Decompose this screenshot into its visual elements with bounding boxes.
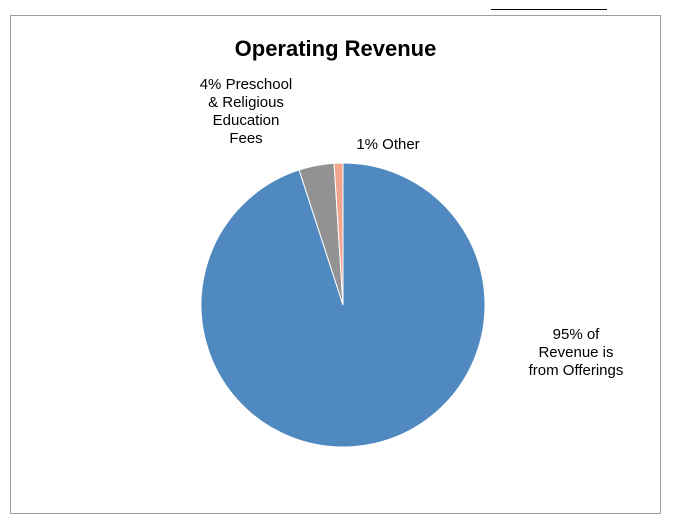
pie-slice-other [333,162,344,306]
top-rule-line [491,9,607,10]
chart-frame: Operating Revenue 4% Preschool & Religio… [10,15,661,514]
pie-chart [200,162,486,448]
data-label-preschool: 4% Preschool & Religious Education Fees [199,76,293,147]
data-label-other: 1% Other [356,136,420,153]
data-label-offerings: 95% of Revenue is from Offerings [528,326,624,379]
chart-title: Operating Revenue [234,36,437,61]
